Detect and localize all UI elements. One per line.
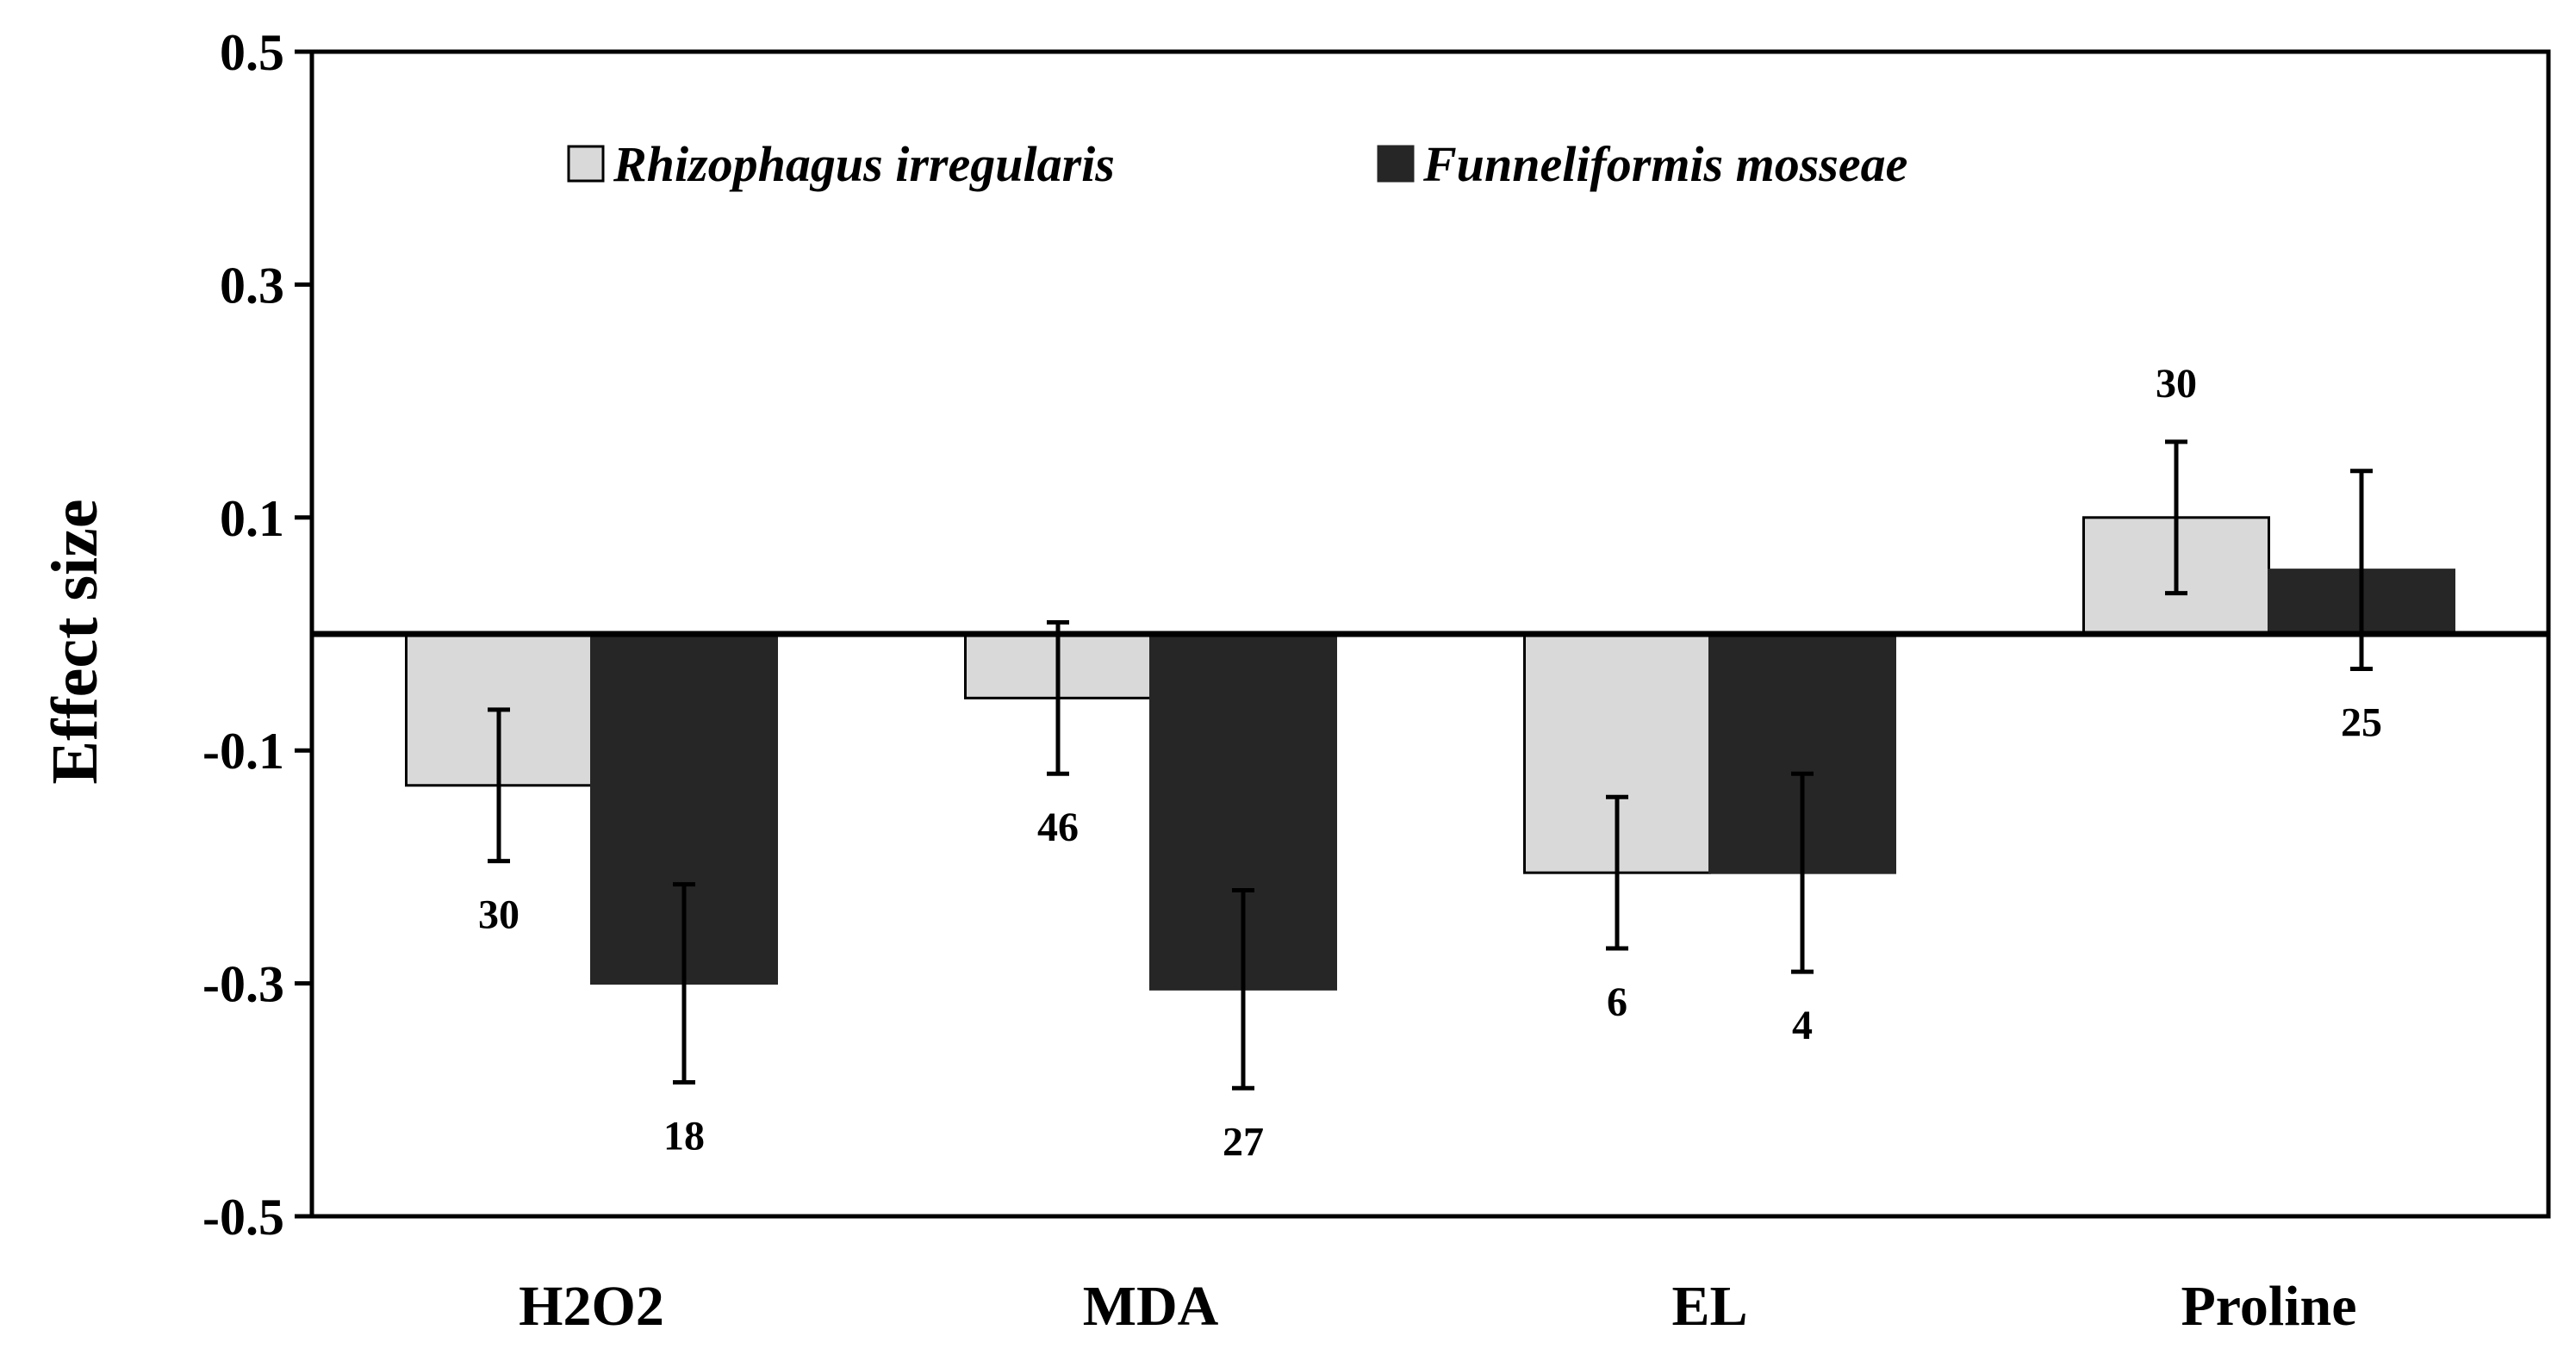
bars-group xyxy=(405,516,2455,991)
sample-size-label: 25 xyxy=(2341,700,2382,746)
y-tick-label: 0.3 xyxy=(220,257,284,314)
x-category-label: H2O2 xyxy=(519,1275,664,1338)
y-tick-label: -0.3 xyxy=(202,956,284,1013)
legend: Rhizophagus irregularis Funneliformis mos… xyxy=(567,136,1907,192)
x-axis-group: H2O2 MDA EL Proline xyxy=(519,1275,2356,1338)
error-bars-group xyxy=(488,439,2373,1091)
y-tick-label: 0.1 xyxy=(220,490,284,547)
x-category-label: Proline xyxy=(2181,1275,2356,1338)
sample-size-labels: 30 46 6 30 18 27 4 25 xyxy=(478,361,2382,1165)
y-axis-group: 0.5 0.3 0.1 -0.1 -0.3 -0.5 xyxy=(202,24,312,1246)
sample-size-label: 30 xyxy=(2156,361,2197,407)
legend-label: Funneliformis mosseae xyxy=(1422,136,1907,192)
x-category-label: EL xyxy=(1671,1275,1747,1338)
sample-size-label: 46 xyxy=(1037,805,1079,850)
sample-size-label: 30 xyxy=(478,892,520,938)
sample-size-label: 18 xyxy=(663,1114,705,1159)
sample-size-label: 6 xyxy=(1607,979,1627,1025)
sample-size-label: 4 xyxy=(1792,1003,1813,1048)
y-tick-label: -0.5 xyxy=(202,1189,284,1246)
y-axis-title: Effect size xyxy=(39,499,111,784)
legend-swatch xyxy=(1377,145,1415,183)
legend-swatch xyxy=(567,145,605,183)
x-category-label: MDA xyxy=(1083,1275,1219,1338)
legend-label: Rhizophagus irregularis xyxy=(613,136,1115,192)
sample-size-label: 27 xyxy=(1223,1119,1264,1165)
y-tick-label: -0.1 xyxy=(202,723,284,780)
y-tick-label: 0.5 xyxy=(220,24,284,81)
